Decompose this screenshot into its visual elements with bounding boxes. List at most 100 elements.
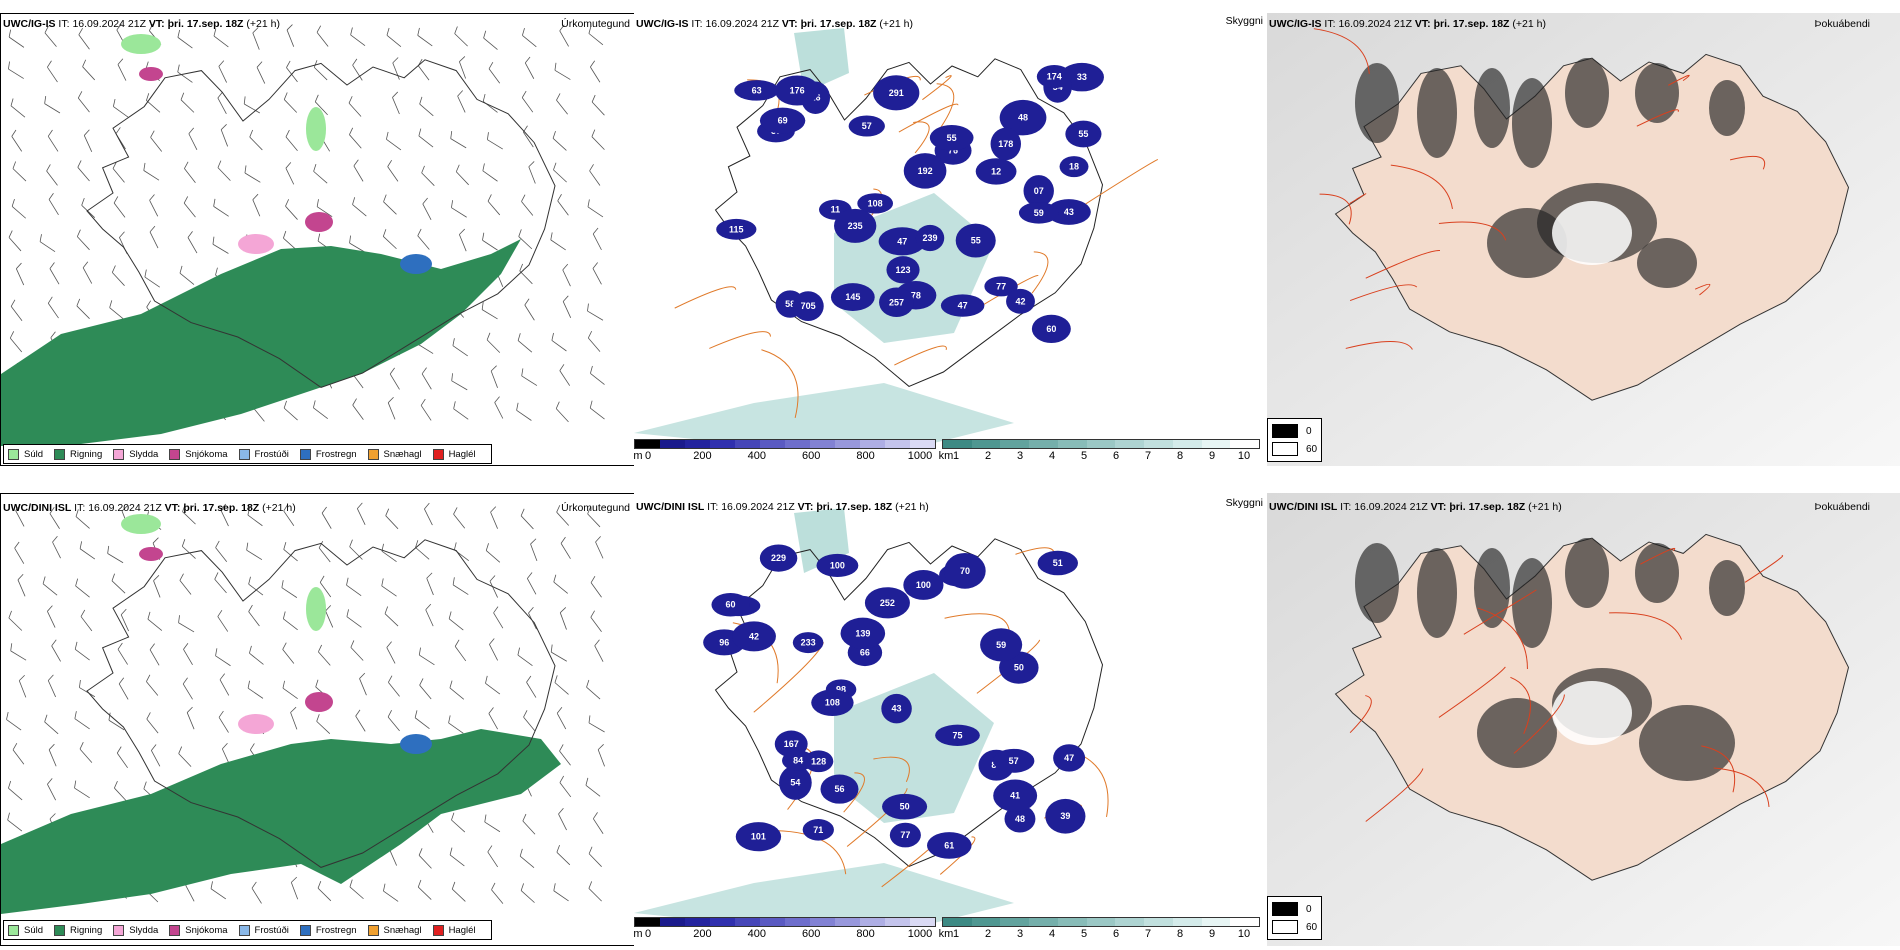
road: [898, 103, 959, 133]
wind-barb: [83, 129, 93, 152]
wind-barb: [76, 298, 90, 319]
fog-legend-swatch: [1272, 442, 1298, 456]
rain-area: [1, 239, 521, 446]
visibility-colorbar: km 1 2 3 4 5 6 7 8 9 10: [939, 439, 1260, 462]
wind-barb: [420, 398, 432, 421]
legend-item: Slydda: [113, 448, 158, 460]
fog-panel-row1: UWC/IG-IS IT: 16.09.2024 21Z VT: þri. 17…: [1267, 13, 1900, 466]
colorbar-tick: 4: [1048, 928, 1056, 940]
wind-barb: [8, 29, 25, 48]
wind-barb: [490, 506, 498, 529]
wind-barb: [248, 576, 264, 596]
cloudbase-colorbar: m 0 200 400 600 800 1000: [634, 917, 936, 940]
wind-barb: [281, 580, 298, 598]
wind-barb: [587, 506, 601, 528]
wind-barb: [553, 883, 569, 902]
road: [1510, 676, 1531, 734]
visibility-colorbar: km 1 2 3 4 5 6 7 8 9 10: [939, 917, 1260, 940]
low-cloud-area: [944, 552, 986, 589]
wind-barb: [217, 160, 231, 181]
fog-area: [1474, 68, 1510, 148]
cloud-base-label: 66: [860, 648, 870, 658]
wind-barb: [184, 161, 196, 183]
wind-barb: [181, 539, 196, 559]
wind-barb: [417, 27, 433, 47]
wind-barb: [522, 813, 536, 835]
wind-barb: [526, 675, 537, 698]
low-cloud-area: [792, 632, 824, 654]
cloud-base-label: 77: [996, 281, 1006, 291]
wind-barb: [111, 265, 125, 286]
cloud-base-label: 108: [825, 698, 840, 708]
wind-barb: [415, 540, 430, 560]
wind-barb: [388, 675, 400, 697]
wind-barb: [559, 607, 567, 630]
cloud-base-label: 167: [784, 739, 799, 749]
road: [894, 345, 947, 366]
road: [944, 613, 1010, 632]
freezing-rain-area: [400, 254, 432, 274]
cloud-base-label: 100: [916, 580, 931, 590]
wind-barb: [218, 60, 227, 83]
fog-area: [1417, 548, 1457, 638]
wind-barb: [214, 572, 227, 594]
colorbar-segment: [685, 440, 710, 448]
wind-barb: [108, 712, 125, 731]
wind-barb: [117, 642, 128, 665]
cloud-base-label: 12: [991, 166, 1001, 176]
low-cloud-area: [927, 832, 972, 859]
legend-item: Frostúði: [238, 924, 289, 936]
legend-swatch: [113, 448, 125, 460]
snow-area: [305, 212, 333, 232]
wind-barb: [559, 744, 571, 766]
wind-barb: [46, 164, 58, 186]
wind-barb: [591, 129, 605, 150]
wind-barb: [551, 332, 567, 352]
low-cloud-area: [1018, 202, 1059, 224]
cloud-base-label: 178: [998, 139, 1013, 149]
wind-barb: [451, 881, 466, 902]
wind-barb: [116, 746, 128, 769]
fog-area: [1477, 698, 1557, 768]
wind-barb: [76, 229, 90, 251]
wind-barb: [179, 573, 192, 595]
wind-barb: [149, 643, 160, 666]
wind-barb: [422, 197, 432, 221]
colorbar-segment: [1000, 918, 1030, 926]
wind-barb: [518, 229, 533, 250]
wind-barb: [528, 607, 537, 630]
low-cloud-area: [929, 125, 974, 151]
wind-barb: [10, 98, 26, 118]
wind-barb: [109, 300, 124, 320]
wind-barb: [112, 99, 129, 118]
wind-barb: [8, 780, 23, 801]
legend-item: Rigning: [54, 924, 102, 936]
wind-barb: [523, 125, 534, 148]
wind-barb: [588, 26, 604, 46]
colorbar-segment: [860, 918, 885, 926]
colorbar-tick: 5: [1080, 928, 1088, 940]
wind-barb: [587, 303, 604, 321]
cloud-base-label: 98: [836, 684, 846, 694]
wind-barb: [455, 164, 469, 186]
colorbar-tick: 5: [1080, 450, 1088, 462]
glacier-area: [1552, 201, 1632, 265]
cloud-base-label: 115: [729, 224, 744, 234]
road: [1313, 28, 1370, 74]
panel-header: UWC/IG-IS IT: 16.09.2024 21Z VT: þri. 17…: [3, 18, 280, 30]
road: [1636, 109, 1679, 127]
panel-type-label: Skyggni: [1225, 497, 1263, 509]
colorbar-segment: [760, 440, 785, 448]
wind-barb: [47, 605, 56, 628]
panel-header: UWC/IG-IS IT: 16.09.2024 21Z VT: þri. 17…: [1269, 18, 1546, 30]
colorbar-segment: [1172, 918, 1202, 926]
wind-barb: [118, 677, 129, 700]
fog-legend-label: 60: [1306, 443, 1318, 455]
road: [761, 349, 799, 418]
colorbar-tick: 600: [802, 928, 821, 940]
colorbar-tick: 7: [1144, 450, 1152, 462]
legend-swatch: [238, 448, 250, 460]
wind-barb: [449, 680, 465, 700]
wind-barb: [489, 638, 498, 661]
wind-barb: [595, 536, 604, 559]
